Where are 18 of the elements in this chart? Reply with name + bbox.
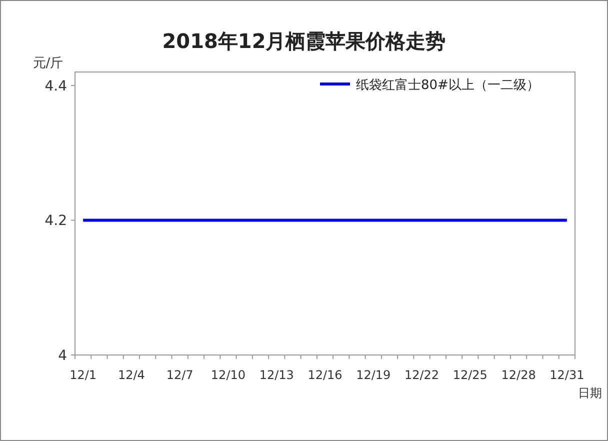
x-axis-title: 日期 [578,386,602,400]
x-tick-label: 12/4 [118,368,145,382]
x-tick-label: 12/10 [210,368,246,382]
chart-title: 2018年12月栖霞苹果价格走势 [162,29,446,53]
x-tick-label: 12/16 [308,368,342,382]
y-tick-label: 4.2 [44,213,67,230]
y-tick-label: 4.4 [44,78,68,94]
x-tick-label: 12/22 [404,368,440,382]
x-tick-label: 12/28 [501,368,536,382]
x-tick-label: 12/19 [356,368,391,382]
x-tick-label: 12/7 [166,368,194,382]
y-axis-title: 元/斤 [32,56,64,71]
x-tick-label: 12/31 [550,368,584,382]
x-tick-label: 12/13 [259,368,294,382]
x-tick-label: 12/25 [452,368,488,382]
x-tick-label: 12/1 [70,368,97,382]
y-tick-label: 4 [58,348,68,364]
legend-label: 纸袋红富士80#以上（一二级） [356,77,540,93]
